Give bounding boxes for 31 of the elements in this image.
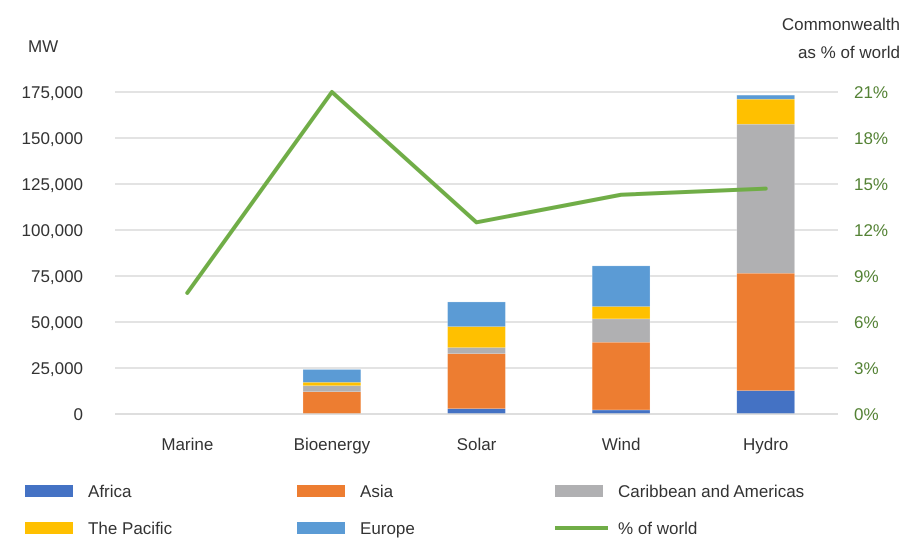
line-series xyxy=(185,90,768,295)
y-tick-label: 25,000 xyxy=(31,358,83,378)
y2-tick-label: 9% xyxy=(854,266,879,286)
y2-tick-label: 0% xyxy=(854,404,879,424)
y-tick-label: 0 xyxy=(74,404,83,424)
y2-tick-label: 21% xyxy=(854,82,888,102)
y-tick-label: 175,000 xyxy=(22,82,83,102)
y2-tick-label: 3% xyxy=(854,358,879,378)
legend-label: Caribbean and Americas xyxy=(618,482,804,501)
y-tick-label: 150,000 xyxy=(22,128,83,148)
legend-label: Africa xyxy=(88,482,132,501)
x-tick-label: Marine xyxy=(161,435,214,454)
bar xyxy=(302,369,362,383)
legend-label: Asia xyxy=(360,482,394,501)
x-tick-label: Bioenergy xyxy=(294,435,371,454)
y-tick-label: 125,000 xyxy=(22,174,83,194)
y2-tick-label: 18% xyxy=(854,128,888,148)
y2-tick-label: 12% xyxy=(854,220,888,240)
y-axis-title: MW xyxy=(28,37,58,56)
legend-label: The Pacific xyxy=(88,518,173,538)
y-tick-label: 75,000 xyxy=(31,266,83,286)
y2-tick-label: 15% xyxy=(854,174,888,194)
x-tick-label: Solar xyxy=(456,435,497,454)
x-tick-label: Wind xyxy=(602,435,640,454)
x-tick-label: Hydro xyxy=(743,435,788,454)
y-tick-label: 100,000 xyxy=(22,220,83,240)
legend-label: % of world xyxy=(618,518,698,538)
y2-tick-label: 6% xyxy=(854,312,879,332)
y2-axis-title: Commonwealth as % of world xyxy=(782,15,900,62)
legend-label: Europe xyxy=(360,518,415,538)
y-tick-label: 50,000 xyxy=(31,312,83,332)
